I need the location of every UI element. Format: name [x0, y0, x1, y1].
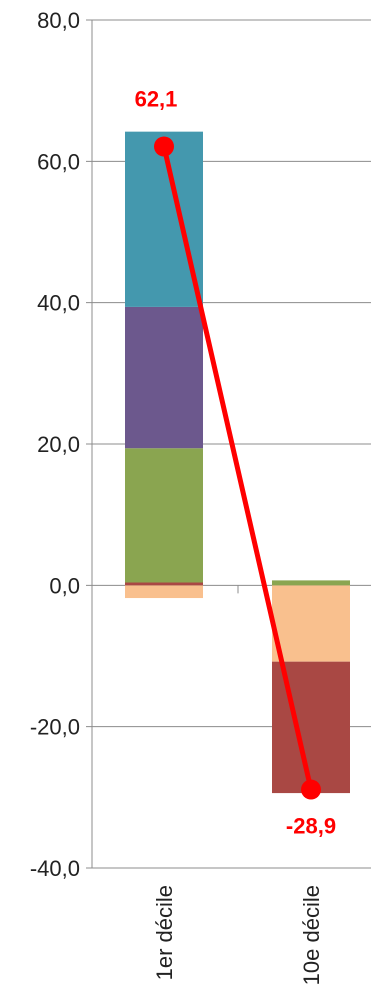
line-marker [154, 136, 174, 157]
bar-segment [125, 582, 203, 586]
bar-segment [125, 448, 203, 583]
line-series [161, 143, 314, 793]
bar-segment [272, 580, 350, 586]
x-category-label: 10e décile [299, 885, 324, 985]
bar-segment [125, 131, 203, 307]
axis-layer: -40,0 -20,0 0,0 20,0 40,0 60,0 80,0 [30, 8, 239, 881]
y-tick-label: 60,0 [37, 149, 80, 174]
y-tick-label: 20,0 [37, 432, 80, 457]
bar-segment [272, 661, 350, 794]
y-tick-label: 40,0 [37, 291, 80, 316]
x-category-label: 1er décile [152, 885, 177, 980]
line-data-label: 62,1 [135, 86, 178, 111]
bar-segment [272, 585, 350, 662]
bar-segment [125, 306, 203, 449]
line-data-label: -28,9 [286, 814, 336, 839]
y-tick-label: -40,0 [30, 856, 80, 881]
y-tick-label: 0,0 [49, 573, 80, 598]
line-marker [301, 779, 321, 800]
y-tick-label: 80,0 [37, 8, 80, 33]
y-tick-label: -20,0 [30, 715, 80, 740]
label-layer: 1er décile 10e décile 62,1 -28,9 [135, 86, 336, 985]
bar-layer [125, 131, 350, 794]
bar-segment [125, 585, 203, 599]
line-layer [154, 136, 321, 800]
